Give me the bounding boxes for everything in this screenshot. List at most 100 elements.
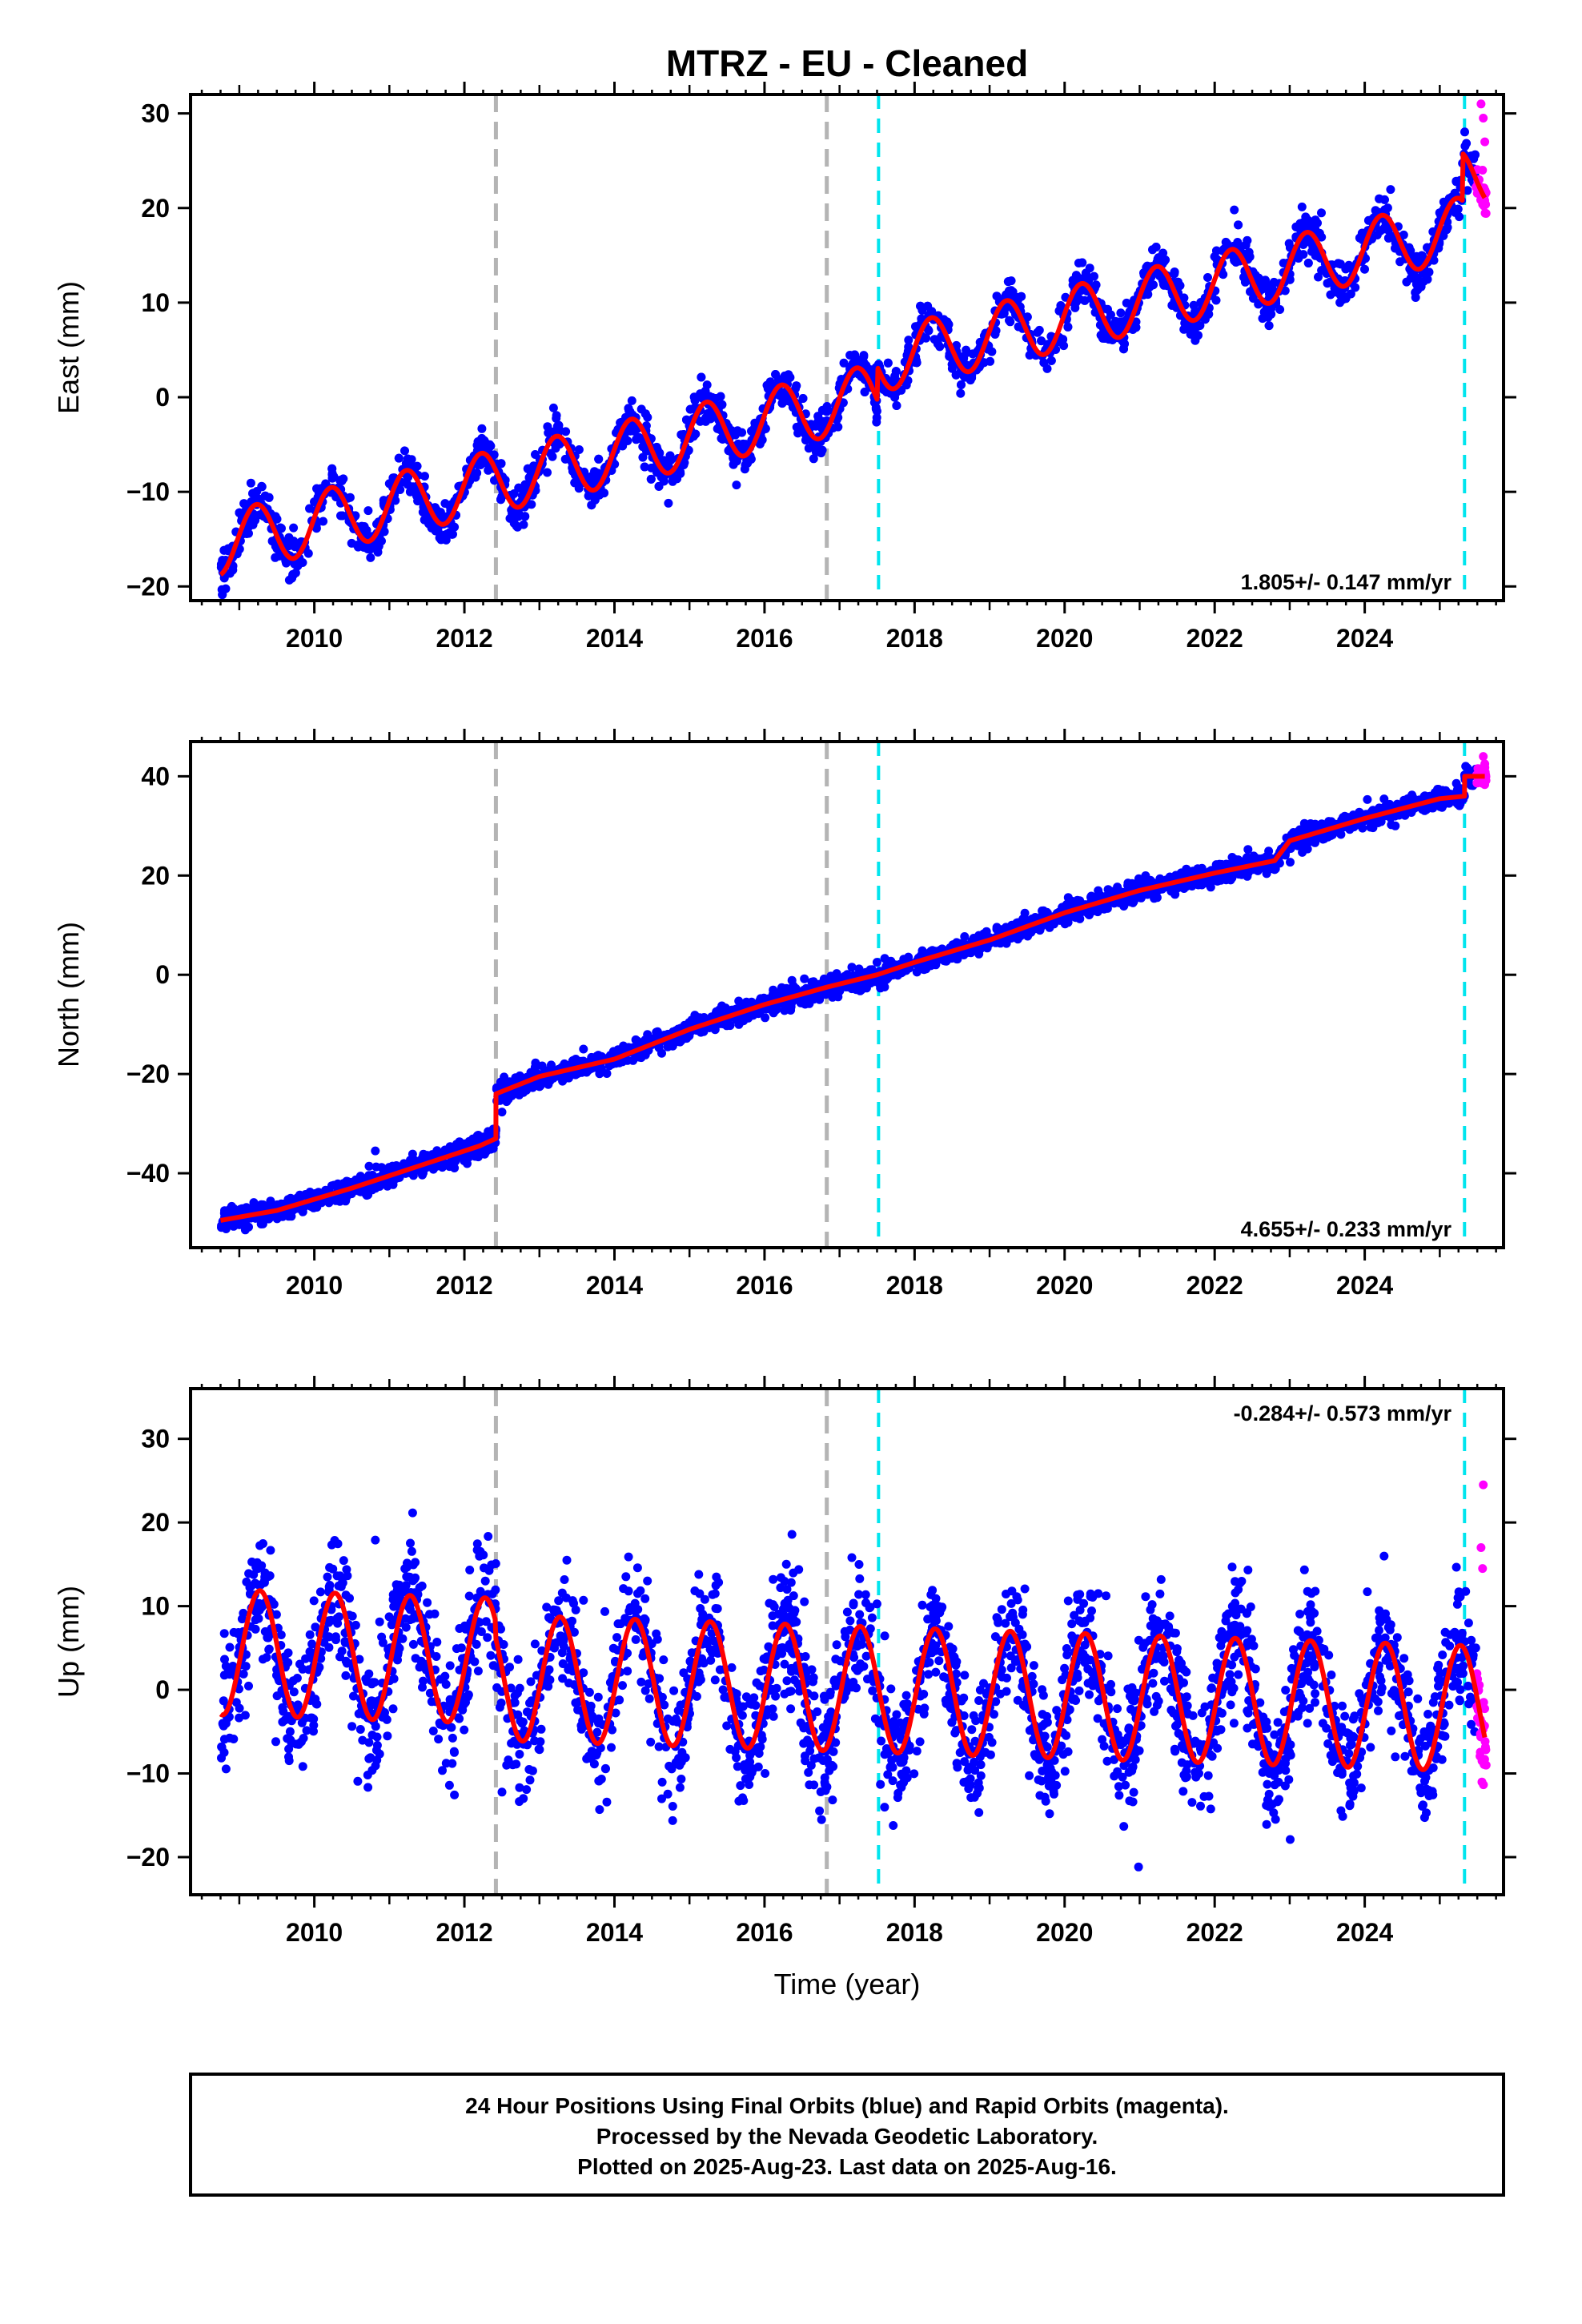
final-orbit-point xyxy=(765,377,775,387)
final-orbit-point xyxy=(1230,205,1239,215)
final-orbit-point xyxy=(1386,185,1395,195)
final-orbit-point xyxy=(1100,334,1110,343)
final-orbit-point xyxy=(221,1207,231,1216)
final-orbit-point xyxy=(1151,243,1161,251)
final-orbit-point xyxy=(1072,294,1082,304)
final-orbit-point xyxy=(892,401,901,410)
final-orbit-point xyxy=(289,523,299,533)
x-tick-label: 2024 xyxy=(1336,624,1393,653)
final-orbit-point xyxy=(951,370,961,380)
final-orbit-point xyxy=(817,405,827,415)
final-orbit-point xyxy=(1303,822,1312,832)
final-orbit-point xyxy=(531,450,540,459)
final-orbit-point xyxy=(800,974,809,983)
final-orbit-point xyxy=(523,464,532,473)
final-orbit-point xyxy=(1231,257,1241,267)
rapid-orbit-point xyxy=(1478,166,1488,175)
final-orbit-point xyxy=(1094,886,1103,895)
final-orbit-point xyxy=(239,499,249,509)
final-orbit-point xyxy=(1317,208,1326,218)
final-orbit-point xyxy=(704,410,713,420)
final-orbit-point xyxy=(422,513,432,522)
final-orbit-point xyxy=(1058,335,1068,344)
final-orbit-point xyxy=(1423,243,1432,252)
final-orbit-point xyxy=(1046,356,1056,365)
final-orbit-point xyxy=(1243,845,1253,854)
final-orbit-point xyxy=(1025,351,1034,360)
final-orbit-point xyxy=(1090,271,1098,281)
final-orbit-point xyxy=(947,360,957,369)
final-orbit-point xyxy=(417,1154,427,1164)
final-orbit-point xyxy=(1148,280,1158,290)
final-orbit-point xyxy=(959,951,969,959)
final-orbit-point xyxy=(1248,294,1258,303)
final-orbit-point xyxy=(1286,858,1295,867)
final-orbit-point xyxy=(303,549,313,558)
final-orbit-point xyxy=(1341,264,1351,274)
final-orbit-point xyxy=(1234,220,1243,230)
final-orbit-point xyxy=(514,483,524,493)
final-orbit-point xyxy=(1467,151,1476,161)
final-orbit-point xyxy=(664,498,673,508)
final-orbit-point xyxy=(891,367,901,376)
final-orbit-point xyxy=(327,464,337,473)
final-orbit-point xyxy=(1314,272,1323,282)
final-orbit-point xyxy=(1291,222,1301,231)
final-orbit-point xyxy=(1325,277,1335,287)
final-orbit-point xyxy=(729,460,738,469)
final-orbit-point xyxy=(1235,242,1244,251)
x-tick-label: 2022 xyxy=(1186,624,1243,653)
plot-area xyxy=(216,94,1491,601)
final-orbit-point xyxy=(329,472,339,481)
final-orbit-point xyxy=(652,1027,662,1036)
final-orbit-point xyxy=(1379,224,1388,234)
final-orbit-point xyxy=(682,415,691,424)
final-orbit-point xyxy=(1182,864,1191,874)
final-orbit-point xyxy=(408,1149,417,1159)
final-orbit-point xyxy=(626,426,636,436)
final-orbit-point xyxy=(859,351,869,360)
final-orbit-point xyxy=(860,388,869,396)
final-orbit-point xyxy=(1463,186,1472,195)
final-orbit-point xyxy=(850,350,859,360)
chart-title: MTRZ - EU - Cleaned xyxy=(666,42,1028,84)
final-orbits-points xyxy=(216,127,1480,600)
final-orbit-point xyxy=(548,403,558,412)
final-orbit-point xyxy=(364,1161,374,1171)
plot-frame xyxy=(189,93,1505,602)
final-orbit-point xyxy=(579,1044,588,1054)
final-orbit-point xyxy=(1366,822,1375,832)
final-orbit-point xyxy=(1006,317,1015,327)
final-orbit-point xyxy=(1315,228,1324,238)
final-orbit-point xyxy=(1264,281,1274,291)
final-orbit-point xyxy=(1118,317,1127,327)
final-orbit-point xyxy=(1417,251,1427,260)
final-orbit-point xyxy=(1037,336,1046,346)
y-tick-label: −20 xyxy=(126,572,170,601)
final-orbit-point xyxy=(859,358,869,368)
final-orbit-point xyxy=(1303,844,1312,854)
final-orbit-point xyxy=(363,1190,373,1200)
final-orbit-point xyxy=(872,406,881,416)
final-orbit-point xyxy=(1080,296,1090,305)
y-tick-label: 30 xyxy=(141,99,170,128)
final-orbit-point xyxy=(519,520,528,529)
final-orbit-point xyxy=(1383,233,1393,243)
final-orbit-point xyxy=(552,411,561,420)
final-orbit-point xyxy=(410,486,420,495)
final-orbit-point xyxy=(1411,279,1421,289)
final-orbit-point xyxy=(544,428,553,437)
y-tick-label: 0 xyxy=(155,383,170,412)
y-tick-label: −10 xyxy=(126,477,170,506)
final-orbit-point xyxy=(1054,306,1064,316)
final-orbit-point xyxy=(665,451,675,460)
final-orbit-point xyxy=(962,348,971,358)
final-orbit-point xyxy=(570,478,580,488)
final-orbit-point xyxy=(242,529,251,538)
final-orbit-point xyxy=(403,480,412,489)
final-orbit-point xyxy=(1014,322,1023,332)
final-orbit-point xyxy=(761,1013,770,1023)
final-orbit-point xyxy=(1003,277,1013,287)
final-orbit-point xyxy=(638,452,648,462)
final-orbit-point xyxy=(1142,287,1152,297)
